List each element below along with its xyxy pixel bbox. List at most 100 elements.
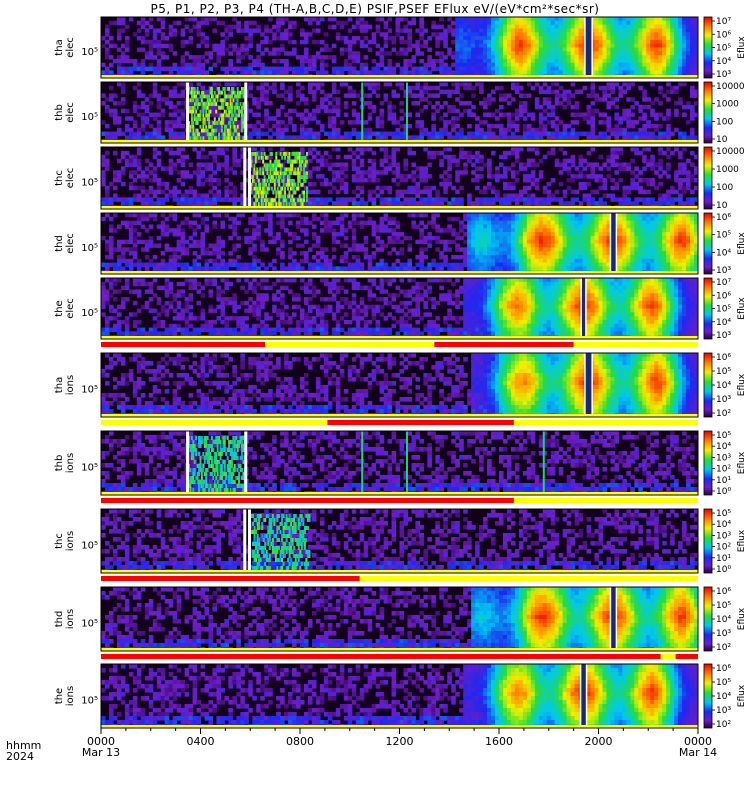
heatmap-cell [502, 150, 508, 156]
heatmap-cell [104, 239, 110, 245]
heatmap-cell [136, 266, 142, 271]
heatmap-cell [534, 43, 540, 49]
data-block-cell [202, 128, 205, 133]
data-block-cell [304, 171, 307, 176]
heatmap-cell [132, 104, 138, 110]
heatmap-cell [510, 55, 516, 60]
heatmap-cell [487, 181, 492, 187]
heatmap-cell [578, 185, 584, 191]
heatmap-cell [638, 20, 643, 26]
heatmap-cell [491, 36, 496, 41]
heatmap-cell [570, 178, 576, 183]
heatmap-cell [148, 235, 154, 241]
heatmap-cell [578, 131, 584, 136]
heatmap-cell [475, 58, 480, 64]
heatmap-cell [542, 89, 548, 95]
heatmap-cell [108, 112, 114, 117]
heatmap-cell [658, 101, 663, 106]
heatmap-cell [192, 258, 198, 264]
heatmap-cell [104, 32, 110, 37]
heatmap-cell [387, 108, 393, 114]
heatmap-cell [196, 162, 202, 167]
heatmap-cell [391, 70, 397, 75]
heatmap-cell [284, 112, 289, 117]
heatmap-cell [176, 20, 182, 26]
heatmap-cell [606, 24, 612, 30]
heatmap-cell [104, 162, 110, 167]
heatmap-cell [112, 93, 118, 98]
heatmap-cell [463, 70, 468, 75]
heatmap-cell [363, 170, 369, 175]
heatmap-cell [399, 82, 405, 87]
heatmap-cell [319, 181, 325, 187]
heatmap-cell [530, 162, 536, 167]
heatmap-cell [510, 135, 516, 140]
heatmap-cell [487, 17, 492, 22]
data-block-cell [200, 98, 203, 103]
heatmap-cell [339, 197, 345, 202]
heatmap-cell [355, 201, 361, 206]
heatmap-cell [192, 266, 198, 271]
heatmap-cell [300, 93, 305, 98]
data-block-cell [190, 105, 193, 110]
heatmap-cell [630, 36, 635, 41]
heatmap-cell [300, 70, 305, 75]
heatmap-cell [538, 70, 544, 75]
heatmap-cell [586, 174, 592, 179]
heatmap-cell [690, 55, 695, 60]
heatmap-cell [415, 93, 420, 98]
heatmap-cell [499, 32, 504, 37]
heatmap-cell [618, 32, 623, 37]
heatmap-cell [475, 174, 480, 179]
data-block-cell [266, 171, 269, 176]
heatmap-cell [307, 189, 313, 195]
heatmap-cell [423, 131, 428, 136]
heatmap-cell [451, 120, 456, 125]
heatmap-cell [578, 62, 584, 68]
heatmap-cell [108, 228, 114, 233]
heatmap-cell [479, 70, 484, 75]
heatmap-cell [156, 131, 162, 136]
heatmap-cell [232, 82, 237, 87]
data-block-cell [262, 159, 265, 164]
heatmap-cell [311, 112, 317, 117]
heatmap-cell [455, 24, 460, 30]
heatmap-cell [610, 178, 616, 183]
heatmap-cell [423, 189, 428, 195]
heatmap-cell [530, 62, 536, 68]
heatmap-cell [499, 162, 504, 167]
heatmap-cell [176, 131, 182, 136]
heatmap-cell [502, 17, 508, 22]
heatmap-cell [686, 104, 691, 110]
heatmap-cell [694, 170, 698, 175]
heatmap-cell [542, 185, 548, 191]
heatmap-cell [184, 66, 190, 71]
heatmap-cell [431, 112, 436, 117]
heatmap-cell [315, 82, 321, 87]
heatmap-cell [674, 178, 679, 183]
heatmap-cell [120, 170, 126, 175]
heatmap-cell [116, 82, 122, 87]
heatmap-cell [590, 127, 596, 133]
heatmap-cell [598, 47, 604, 52]
heatmap-cell [371, 39, 377, 45]
heatmap-cell [606, 17, 612, 22]
heatmap-cell [606, 82, 612, 87]
heatmap-cell [140, 127, 146, 133]
heatmap-cell [431, 85, 436, 91]
heatmap-cell [570, 197, 576, 202]
heatmap-cell [399, 36, 405, 41]
heatmap-cell [156, 104, 162, 110]
heatmap-cell [455, 85, 460, 91]
heatmap-cell [136, 158, 142, 164]
heatmap-cell [602, 89, 608, 95]
heatmap-cell [335, 174, 341, 179]
heatmap-cell [666, 17, 671, 22]
heatmap-cell [686, 58, 691, 64]
heatmap-cell [192, 97, 198, 102]
heatmap-cell [495, 17, 500, 22]
heatmap-cell [112, 247, 118, 252]
heatmap-cell [307, 170, 313, 175]
heatmap-cell [499, 135, 504, 140]
heatmap-cell [487, 127, 492, 133]
